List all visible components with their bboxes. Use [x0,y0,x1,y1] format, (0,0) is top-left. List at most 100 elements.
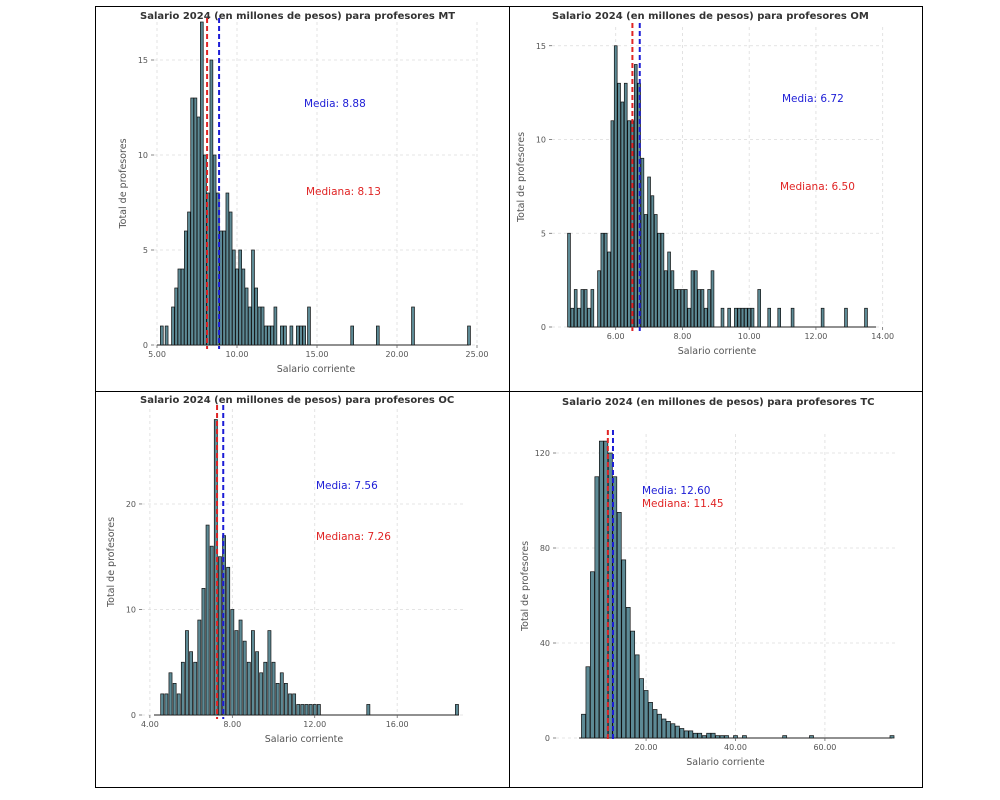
x-tick-label: 14.00 [871,332,894,341]
histogram-bar [270,325,274,346]
histogram-bar [657,232,661,328]
histogram-bar [288,693,292,716]
histogram-bar [727,307,731,328]
histogram-bar [212,154,217,346]
histogram-bar [790,307,795,328]
histogram-bar [724,735,729,739]
histogram-bar [168,672,173,716]
histogram-bar [590,289,595,328]
x-axis-label: Salario corriente [277,364,356,375]
x-axis-label: Salario corriente [678,346,757,357]
histogram-bar [667,251,671,328]
histogram-bar [594,476,600,739]
histogram-bar [205,524,210,716]
histogram-bar [244,287,249,346]
histogram-bar [610,120,615,328]
histogram-bar [674,289,678,328]
histogram-bar [299,325,303,346]
histogram-bar [283,682,288,716]
histogram-bar [677,289,681,328]
histogram-bar [633,64,638,328]
histogram-bar [376,325,380,346]
histogram-bar [300,704,305,716]
histogram-bar [267,630,272,716]
median-label: Mediana: 7.26 [316,531,391,543]
histogram-bar [720,307,725,328]
x-tick-label: 15.00 [306,350,329,359]
histogram-bar [246,661,251,716]
histogram-bar [171,306,175,346]
histogram-bar [616,512,622,739]
histogram-bar [573,289,578,328]
histogram-bar [634,654,640,739]
histogram-bar [684,289,688,328]
chart-panel-tc: Salario 2024 (en millones de pesos) para… [510,392,922,787]
histogram-bar [661,718,667,739]
histogram-bar [283,325,287,346]
histogram-bar [590,571,595,739]
x-tick-label: 12.00 [303,720,326,729]
histogram-bar [230,609,235,716]
histogram-bar [289,325,294,346]
histogram-bar [643,214,648,328]
histogram-bar [647,176,651,328]
histogram-bar [570,307,575,328]
y-tick-label: 10 [126,605,136,614]
histogram-bar [666,721,671,739]
histogram-bar [172,682,177,716]
y-tick-label: 10 [138,151,148,160]
x-tick-label: 10.00 [738,332,761,341]
median-label: Mediana: 11.45 [642,498,724,510]
histogram-bar [350,325,354,346]
histogram-bar [259,672,264,716]
histogram-bar [242,640,247,716]
x-tick-label: 8.00 [674,332,692,341]
mean-label: Media: 6.72 [782,93,844,105]
histogram-bar [316,704,321,716]
histogram-bar [740,307,745,328]
histogram-bar [660,232,665,328]
histogram-bar [209,545,214,716]
histogram-bar [598,440,604,739]
chart-title: Salario 2024 (en millones de pesos) para… [552,11,869,22]
histogram-bar [767,307,771,328]
histogram-bar [235,268,239,346]
histogram-bar [260,306,265,346]
histogram-bar [264,325,268,346]
y-tick-label: 0 [143,341,148,350]
mean-label: Media: 8.88 [304,98,366,110]
x-axis-label: Salario corriente [686,757,765,768]
histogram-bar [675,725,680,739]
histogram-bar [694,270,698,328]
histogram-bar [697,732,703,739]
histogram-bar [700,289,705,328]
histogram-bar [650,195,655,328]
histogram-bar [176,693,181,716]
histogram-bar [273,306,278,346]
histogram-bar [190,97,194,346]
histogram-bar [455,704,459,716]
histogram-bar [164,325,169,346]
histogram-bar [307,306,311,346]
histogram-bar [719,735,725,739]
histogram-bar [679,728,685,739]
y-tick-label: 15 [138,56,148,65]
x-tick-label: 10.00 [226,350,249,359]
y-tick-label: 0 [541,323,546,332]
histogram-bar [600,232,605,328]
histogram-bar [411,306,415,346]
histogram-bar [292,693,297,716]
y-axis-label: Total de profesores [516,132,527,223]
histogram-bar [193,97,198,346]
histogram-bar [238,249,242,346]
histogram-bar [255,651,259,716]
histogram-bar [643,690,649,739]
histogram-bar [597,270,601,328]
x-tick-label: 25.00 [466,350,489,359]
histogram-bar [226,566,231,716]
median-label: Mediana: 8.13 [306,186,381,198]
histogram-tc: Salario 2024 (en millones de pesos) para… [520,397,895,768]
histogram-bar [715,735,720,739]
x-tick-label: 5.00 [148,350,166,359]
y-tick-label: 80 [540,544,550,553]
